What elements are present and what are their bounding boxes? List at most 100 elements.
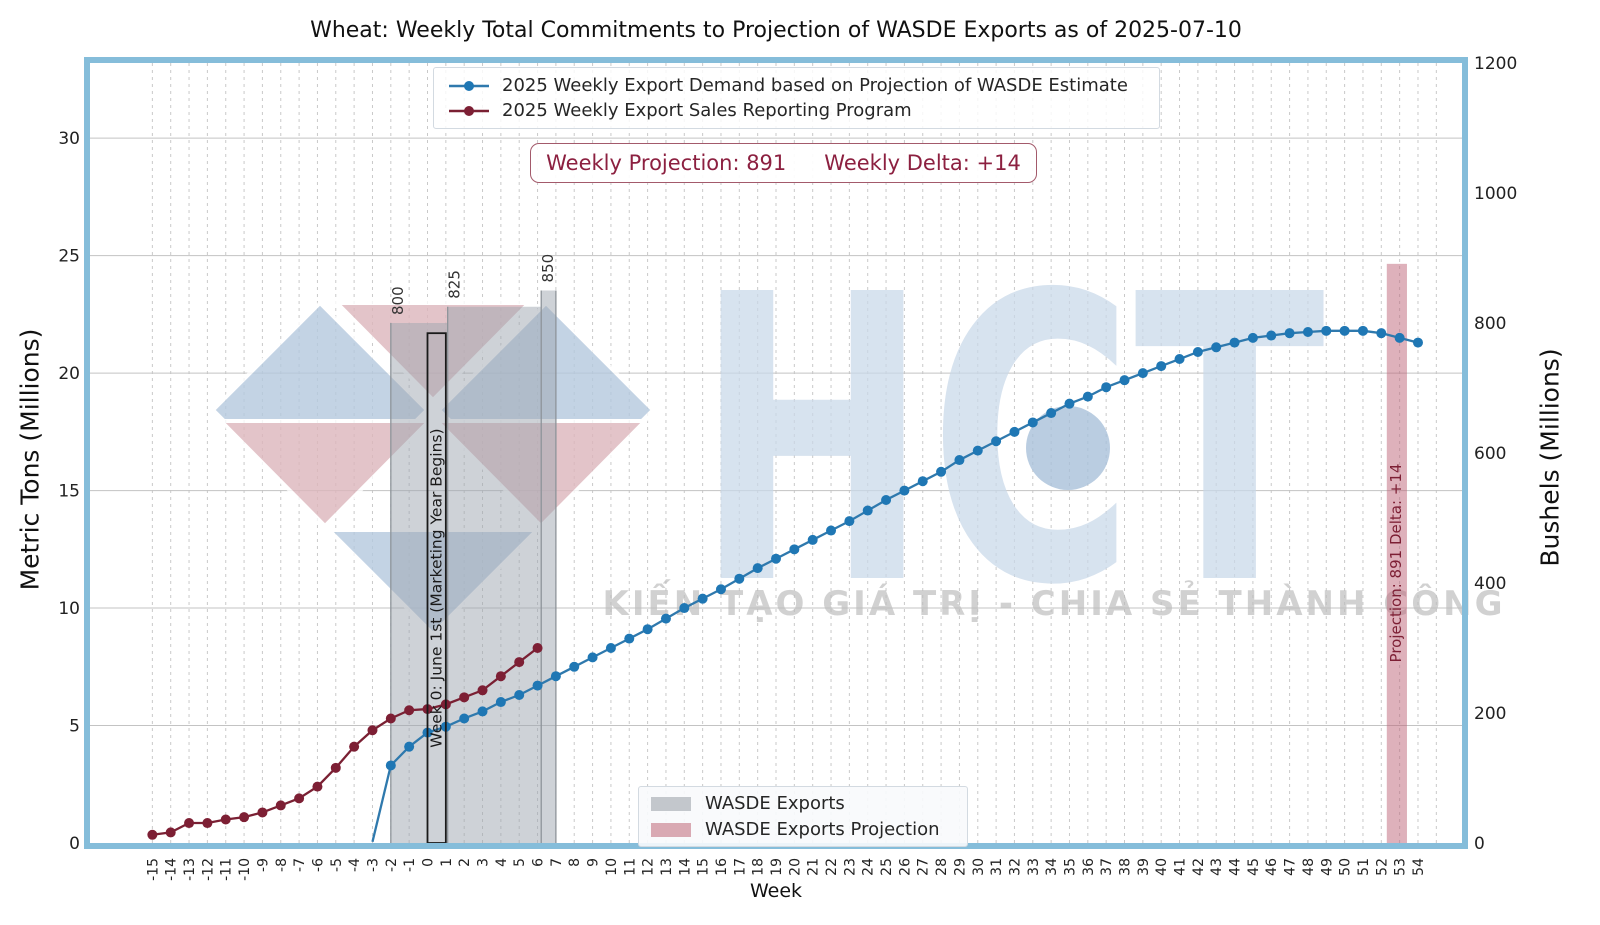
legend-line-marker-icon	[449, 105, 489, 116]
series-point	[1192, 346, 1203, 357]
x-tick-label: 34	[1044, 858, 1060, 876]
series-point	[385, 713, 396, 724]
x-tick-label: 21	[806, 858, 822, 876]
series-point	[715, 584, 726, 595]
series-point	[844, 516, 855, 527]
series-point	[275, 800, 286, 811]
legend-label: WASDE Exports	[705, 793, 845, 814]
x-tick-label: 17	[732, 858, 748, 876]
legend-label: 2025 Weekly Export Sales Reporting Progr…	[502, 100, 912, 121]
series-point	[1064, 398, 1075, 409]
wasde-exports-band	[390, 290, 556, 843]
x-tick-label: 12	[641, 858, 657, 876]
x-tick-label: 14	[677, 858, 693, 876]
x-tick-label: -15	[145, 858, 161, 881]
series-point	[1321, 325, 1332, 336]
x-tick-label: -8	[274, 858, 290, 872]
series-point	[991, 436, 1002, 447]
series-point	[349, 741, 360, 752]
x-tick-label: 30	[971, 858, 987, 876]
x-tick-label: 20	[787, 858, 803, 876]
legend-item-wasde-exports: WASDE Exports	[651, 793, 955, 814]
x-tick-label: 4	[494, 858, 510, 867]
x-tick-label: 39	[1136, 858, 1152, 876]
x-tick-label: 22	[824, 858, 840, 876]
legend-label: 2025 Weekly Export Demand based on Proje…	[502, 75, 1128, 96]
series-point	[1082, 391, 1093, 402]
x-tick-label: 51	[1356, 858, 1372, 876]
series-point	[862, 505, 873, 516]
x-tick-label: 47	[1283, 858, 1299, 876]
y-tick-label-left: 20	[58, 364, 80, 384]
series-point	[1156, 361, 1167, 372]
series-point	[294, 793, 305, 804]
projection-band-label: Projection: 891 Delta: +14	[1387, 464, 1405, 663]
series-point	[1284, 328, 1295, 339]
x-tick-label: 26	[897, 858, 913, 876]
chart-title: Wheat: Weekly Total Commitments to Proje…	[310, 18, 1242, 43]
watermark-tagline: KIẾN TẠO GIÁ TRỊ - CHIA SẺ THÀNH CÔNG	[603, 579, 1506, 624]
series-legend: 2025 Weekly Export Demand based on Proje…	[433, 67, 1160, 129]
x-tick-label: 18	[751, 858, 767, 876]
x-tick-label: 35	[1062, 858, 1078, 876]
x-tick-label: 9	[586, 858, 602, 867]
series-point	[679, 603, 690, 614]
x-tick-label: 16	[714, 858, 730, 876]
x-tick-label: 43	[1209, 858, 1225, 876]
x-tick-label: 0	[420, 858, 436, 867]
x-tick-label: 23	[842, 858, 858, 876]
wasde-projection-band	[1386, 263, 1407, 844]
weekly-projection-box: Weekly Projection: 891 Weekly Delta: +14	[530, 143, 1037, 183]
series-point	[147, 829, 158, 840]
x-tick-label: 48	[1301, 858, 1317, 876]
x-tick-label: -3	[365, 858, 381, 872]
x-axis-label: Week	[749, 880, 803, 902]
series-point	[532, 680, 543, 691]
x-tick-label: 38	[1118, 858, 1134, 876]
series-point	[367, 725, 378, 736]
x-tick-label: 37	[1099, 858, 1115, 876]
bands-legend: WASDE Exports WASDE Exports Projection	[638, 786, 968, 847]
series-point	[697, 593, 708, 604]
series-point	[257, 807, 268, 818]
x-tick-label: 28	[934, 858, 950, 876]
series-line	[371, 329, 1419, 843]
x-tick-label: 8	[567, 858, 583, 867]
y-tick-label-right: 1000	[1474, 184, 1517, 204]
series-point	[752, 563, 763, 574]
watermark-brand: HCT	[695, 212, 1326, 672]
x-tick-label: -9	[255, 858, 271, 872]
x-tick-label: 15	[696, 858, 712, 876]
x-tick-label: -2	[384, 858, 400, 872]
x-tick-label: 41	[1173, 858, 1189, 876]
x-tick-label: 7	[549, 858, 565, 867]
x-tick-label: -6	[310, 858, 326, 872]
watermark-brand-dot	[1026, 406, 1110, 490]
series-point	[202, 818, 213, 829]
x-tick-label: 45	[1246, 858, 1262, 876]
x-tick-label: 11	[622, 858, 638, 876]
x-tick-label: 54	[1411, 858, 1427, 876]
series-point	[459, 713, 470, 724]
series-point	[936, 466, 947, 477]
series-point	[459, 692, 470, 703]
series-point	[1266, 330, 1277, 341]
x-tick-label: 36	[1081, 858, 1097, 876]
x-tick-label: 40	[1154, 858, 1170, 876]
series-point	[881, 494, 892, 505]
x-tick-label: 44	[1228, 858, 1244, 876]
y-tick-label-right: 400	[1474, 574, 1506, 594]
series-point	[1101, 382, 1112, 393]
x-tick-label: -13	[182, 858, 198, 881]
series-point	[899, 485, 910, 496]
x-tick-label: 6	[531, 858, 547, 867]
series-point	[404, 705, 415, 716]
series-point	[771, 553, 781, 564]
x-tick-label: 27	[916, 858, 932, 876]
x-tick-label: 46	[1264, 858, 1280, 876]
x-tick-label: 53	[1393, 858, 1409, 876]
legend-item-wasde-projection: WASDE Exports Projection	[651, 819, 955, 840]
x-tick-label: 49	[1319, 858, 1335, 876]
